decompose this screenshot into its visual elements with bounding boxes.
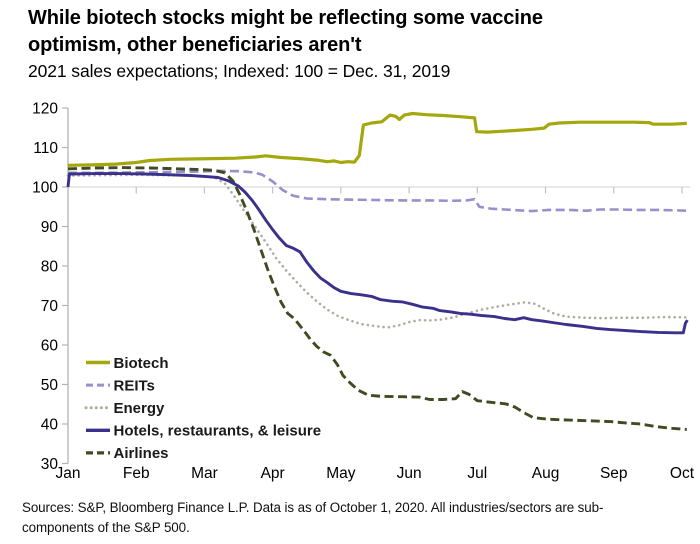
source-note-line1: Sources: S&P, Bloomberg Finance L.P. Dat… [22, 500, 604, 515]
y-axis-label: 60 [41, 337, 59, 354]
y-axis-label: 70 [41, 298, 59, 315]
y-axis-label: 110 [33, 140, 58, 157]
x-axis-label: May [326, 465, 356, 482]
x-axis-label: Apr [261, 465, 285, 482]
y-axis-label: 30 [41, 456, 59, 473]
series-line-biotech [67, 111, 687, 167]
series-line-hotels-restaurants-leisure [66, 172, 689, 335]
x-axis-label: Jul [467, 465, 487, 482]
x-axis-label: Oct [670, 465, 695, 482]
x-axis-label: Aug [532, 465, 560, 482]
legend-label-hotels-restaurants-leisure: Hotels, restaurants, & leisure [114, 423, 322, 440]
x-axis-label: Jan [56, 465, 81, 482]
legend-label-biotech: Biotech [114, 355, 169, 372]
chart-title: While biotech stocks might be reflecting… [28, 7, 543, 56]
series-line-energy [66, 173, 689, 329]
legend-label-energy: Energy [114, 400, 166, 417]
x-axis-label: Feb [123, 465, 150, 482]
x-axis-label: Mar [191, 465, 218, 482]
series-line-airlines [67, 166, 687, 431]
y-axis-label: 120 [32, 100, 58, 117]
legend-label-airlines: Airlines [114, 445, 169, 462]
source-note: Sources: S&P, Bloomberg Finance L.P. Dat… [22, 498, 682, 538]
chart-subtitle: 2021 sales expectations; Indexed: 100 = … [28, 61, 451, 81]
y-axis-label: 80 [41, 258, 59, 275]
source-note-line2: components of the S&P 500. [22, 520, 190, 536]
y-axis-label: 90 [41, 219, 59, 236]
legend-label-reits: REITs [114, 377, 155, 394]
x-axis-label: Jun [397, 465, 422, 482]
x-axis-label: Sep [600, 465, 628, 482]
y-axis-label: 50 [41, 377, 59, 394]
series-line-reits [68, 169, 687, 213]
y-axis-label: 40 [41, 416, 59, 433]
y-axis-label: 100 [32, 179, 58, 196]
